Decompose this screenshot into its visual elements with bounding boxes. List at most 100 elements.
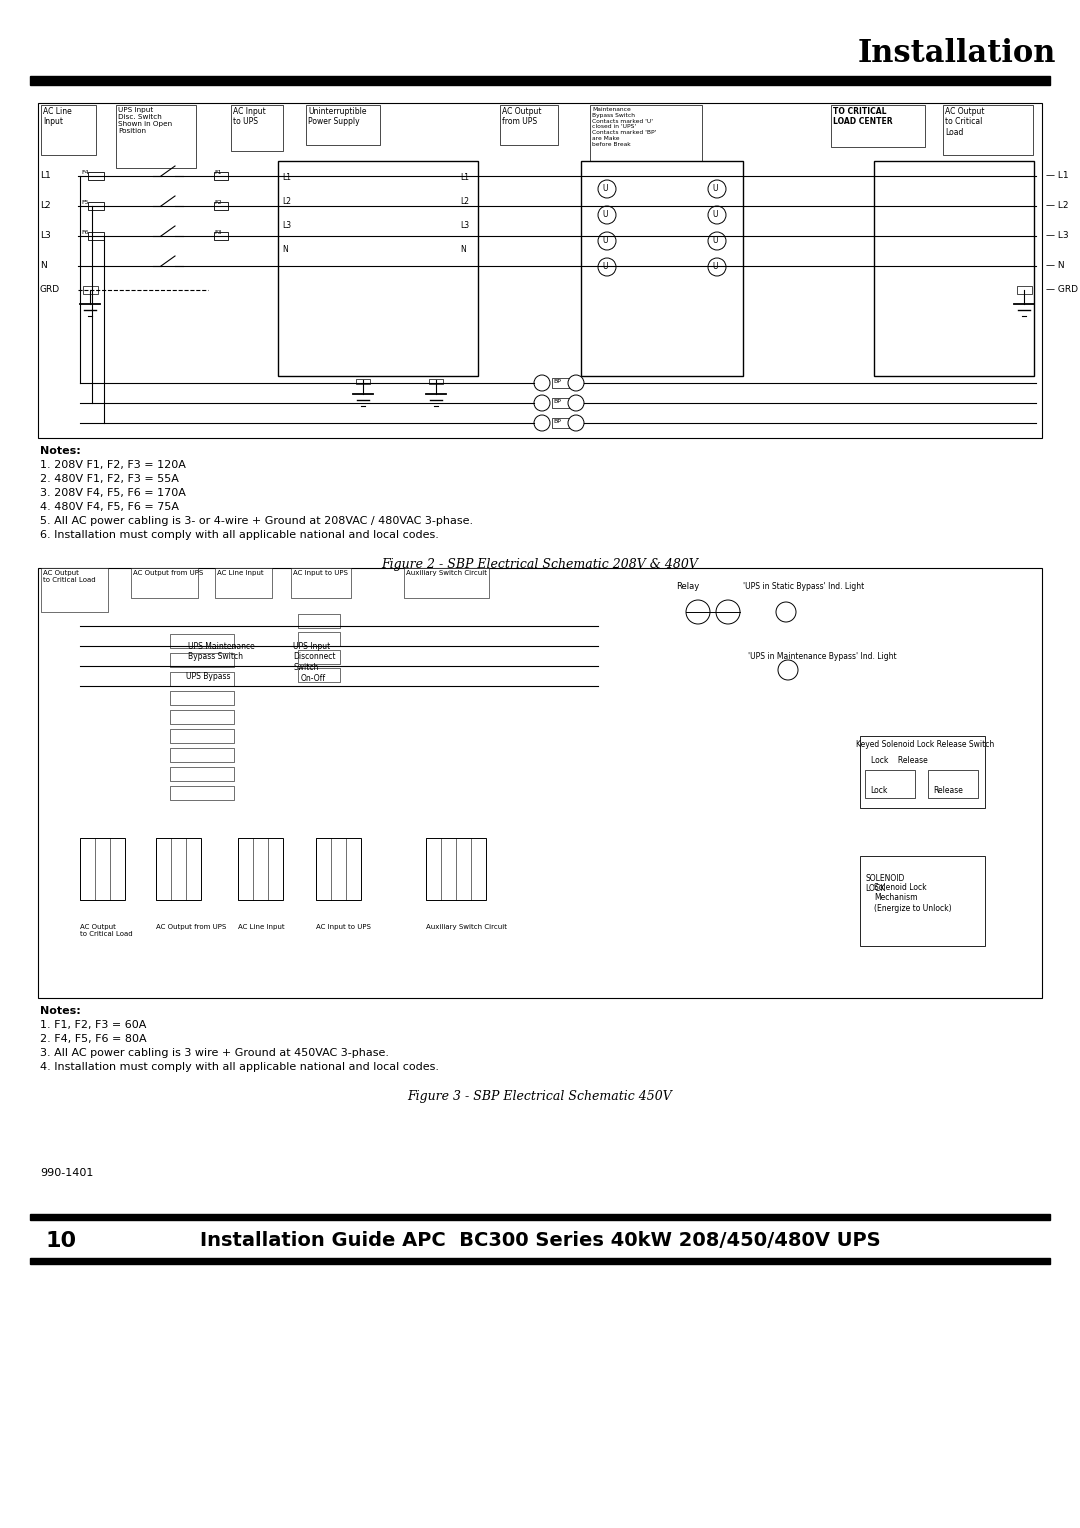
Bar [860,736,985,808]
Text: U: U [712,183,717,193]
Bar [170,672,234,686]
Text: UPS Input
Disc. Switch
Shown in Open
Position: UPS Input Disc. Switch Shown in Open Pos… [118,107,172,134]
Text: F2: F2 [214,200,221,205]
Bar [87,202,104,209]
Text: U: U [602,209,607,219]
Text: AC Output from UPS: AC Output from UPS [133,570,203,576]
Text: BP: BP [553,379,561,384]
Text: U: U [602,261,607,270]
Text: AC Output
from UPS: AC Output from UPS [502,107,541,127]
Circle shape [598,180,616,199]
Circle shape [708,258,726,277]
Text: 4. Installation must comply with all applicable national and local codes.: 4. Installation must comply with all app… [40,1062,438,1073]
Text: U: U [712,209,717,219]
Bar [552,397,573,408]
Text: U: U [712,261,717,270]
Text: 2. F4, F5, F6 = 80A: 2. F4, F5, F6 = 80A [40,1034,147,1044]
Circle shape [568,396,584,411]
Bar [170,767,234,781]
Bar [214,232,228,240]
Bar [298,668,340,681]
Text: — L3: — L3 [1047,231,1068,240]
Text: BP: BP [553,419,561,423]
Text: L1: L1 [282,173,291,182]
Bar [87,173,104,180]
Bar [291,568,351,597]
Bar [306,105,380,145]
Circle shape [778,660,798,680]
Text: Installation Guide APC  BC300 Series 40kW 208/450/480V UPS: Installation Guide APC BC300 Series 40kW… [200,1232,880,1250]
Text: L3: L3 [460,222,469,231]
Bar [943,105,1032,154]
Text: AC Input
to UPS: AC Input to UPS [233,107,266,127]
Bar [215,568,272,597]
Text: Figure 3 - SBP Electrical Schematic 450V: Figure 3 - SBP Electrical Schematic 450V [407,1089,673,1103]
Text: TO CRITICAL
LOAD CENTER: TO CRITICAL LOAD CENTER [833,107,893,127]
Circle shape [598,258,616,277]
Text: 'UPS in Static Bypass' Ind. Light: 'UPS in Static Bypass' Ind. Light [743,582,864,591]
Text: AC Line Input: AC Line Input [217,570,264,576]
Text: AC Line Input: AC Line Input [238,924,285,931]
Bar [170,785,234,801]
Bar [928,770,978,798]
Bar [41,568,108,613]
Bar [874,160,1034,376]
Circle shape [708,206,726,225]
Text: Notes:: Notes: [40,1005,81,1016]
Text: UPS Bypass: UPS Bypass [186,672,230,681]
Text: Maintenance
Bypass Switch
Contacts marked 'U'
closed in 'UPS'
Contacts marked 'B: Maintenance Bypass Switch Contacts marke… [592,107,657,147]
Text: F6: F6 [81,231,89,235]
Bar [41,105,96,154]
Text: 6. Installation must comply with all applicable national and local codes.: 6. Installation must comply with all app… [40,530,438,539]
Circle shape [708,180,726,199]
Text: GRD: GRD [40,286,60,293]
Bar [581,160,743,376]
Text: Notes:: Notes: [40,446,81,455]
Text: L3: L3 [282,222,292,231]
Bar [298,633,340,646]
Bar [831,105,924,147]
Bar [552,377,573,388]
Bar [30,1258,1050,1264]
Bar [356,379,370,384]
Bar [214,173,228,180]
Bar [404,568,489,597]
Bar [170,711,234,724]
Bar [1017,286,1032,293]
Text: AC Line
Input: AC Line Input [43,107,71,127]
Bar [552,419,573,428]
Text: SOLENOID
LOCK: SOLENOID LOCK [865,874,904,894]
Bar [170,729,234,743]
Text: 2. 480V F1, F2, F3 = 55A: 2. 480V F1, F2, F3 = 55A [40,474,179,484]
Text: — L2: — L2 [1047,202,1068,209]
Text: — L1: — L1 [1047,171,1068,180]
Text: Lock    Release: Lock Release [870,756,928,766]
Text: F1: F1 [214,170,221,176]
Bar [170,691,234,704]
Text: F5: F5 [81,200,89,205]
Text: AC Input to UPS: AC Input to UPS [293,570,348,576]
Bar [170,652,234,668]
Bar [83,286,98,293]
Circle shape [708,232,726,251]
Bar [131,568,198,597]
Circle shape [716,601,740,623]
Bar [298,614,340,628]
Bar [38,102,1042,439]
Text: U: U [602,235,607,244]
Text: N: N [460,244,465,254]
Text: 10: 10 [46,1232,77,1251]
Text: — N: — N [1047,261,1065,270]
Text: L2: L2 [282,197,291,206]
Text: Installation: Installation [858,38,1056,69]
Text: Solenoid Lock
Mechanism
(Energize to Unlock): Solenoid Lock Mechanism (Energize to Unl… [874,883,951,912]
Text: U: U [602,183,607,193]
Circle shape [686,601,710,623]
Text: 3. 208V F4, F5, F6 = 170A: 3. 208V F4, F5, F6 = 170A [40,487,186,498]
Bar [156,837,201,900]
Text: Uninterruptible
Power Supply: Uninterruptible Power Supply [308,107,366,127]
Bar [429,379,443,384]
Circle shape [598,206,616,225]
Text: UPS Maintenance
Bypass Switch: UPS Maintenance Bypass Switch [188,642,255,662]
Bar [170,749,234,762]
